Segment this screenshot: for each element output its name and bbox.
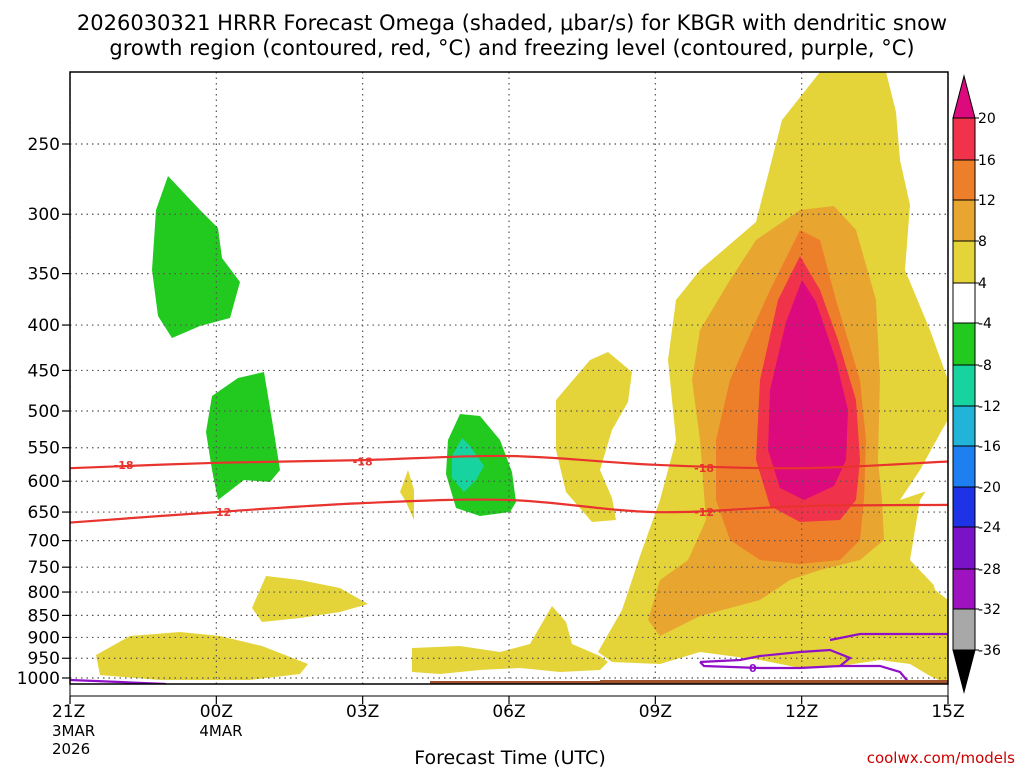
omega-sink-upper (152, 176, 240, 338)
y-tick-label: 500 (28, 402, 60, 422)
omega-clear-hole (900, 420, 948, 500)
colorbar-label: -12 (978, 399, 1001, 415)
colorbar-label: -20 (978, 480, 1001, 496)
freezing-level-upper (829, 632, 948, 642)
colorbar-segment (952, 526, 976, 570)
chart-title-line1: 2026030321 HRRR Forecast Omega (shaded, … (77, 11, 947, 35)
y-axis: 2503003504004505005506006507007508008509… (17, 135, 70, 689)
colorbar-segment (952, 159, 976, 201)
colorbar-label: 16 (978, 153, 996, 169)
chart-title-line2: growth region (contoured, red, °C) and f… (109, 36, 914, 60)
colorbar-segment (952, 322, 976, 366)
x-tick-label: 03Z (346, 702, 379, 722)
colorbar: 20 16 12 8 4 -4 -8 -12 -16 -20 -24 -28 -32 -36 (952, 74, 1001, 694)
colorbar-segment (952, 608, 976, 651)
y-tick-label: 450 (28, 361, 60, 381)
colorbar-label: -4 (978, 316, 992, 332)
omega-shade-4-8-mid (252, 576, 368, 622)
colorbar-label: -8 (978, 358, 992, 374)
freezing-level-lower-loop (699, 661, 841, 670)
colorbar-segment (952, 282, 976, 324)
x-tick-sublabel-date: 4MAR (199, 722, 242, 740)
omega-shade-4-8-low2 (412, 606, 608, 674)
y-tick-label: 750 (28, 558, 60, 578)
omega-shade-4-8-06z (556, 352, 632, 522)
contour-label: -12 (694, 506, 714, 519)
contour-label: -18 (114, 459, 134, 472)
x-tick-label: 12Z (785, 702, 818, 722)
y-tick-label: 300 (28, 205, 60, 225)
terrain-frame (69, 683, 949, 697)
colorbar-segment (952, 199, 976, 242)
dgz-minus12-contour (70, 498, 948, 524)
dgz-minus18-contour (70, 454, 948, 470)
y-tick-label: 700 (28, 532, 60, 552)
x-tick-label: 15Z (931, 702, 964, 722)
y-tick-label: 250 (28, 135, 60, 155)
colorbar-segment (952, 240, 976, 284)
contour-label: 0 (749, 662, 757, 675)
y-tick-label: 800 (28, 583, 60, 603)
colorbar-label: -24 (978, 520, 1001, 536)
y-tick-label: 900 (28, 628, 60, 648)
colorbar-segment (952, 486, 976, 528)
colorbar-label: -16 (978, 439, 1001, 455)
omega-shade-4-8-sliver (400, 470, 414, 520)
y-tick-label: 400 (28, 316, 60, 336)
colorbar-bottom-triangle (952, 649, 976, 694)
x-tick-sublabel-year: 2026 (52, 740, 90, 758)
terrain-ground (70, 680, 948, 684)
colorbar-label: 4 (978, 276, 987, 292)
y-tick-label: 650 (28, 503, 60, 523)
x-axis-label: Forecast Time (UTC) (414, 747, 605, 768)
colorbar-label: -36 (978, 643, 1001, 659)
x-tick-label: 09Z (639, 702, 672, 722)
y-tick-label: 350 (28, 265, 60, 285)
omega-shade-gt20 (768, 280, 848, 500)
omega-clear-hole-2 (930, 560, 948, 600)
omega-shade-4-8-low (96, 632, 308, 680)
credit-text: coolwx.com/models (867, 749, 1015, 767)
colorbar-segment (952, 364, 976, 407)
colorbar-segment (952, 117, 976, 161)
x-tick-label: 21Z (52, 702, 85, 722)
colorbar-label: 20 (978, 111, 996, 127)
colorbar-segment (952, 405, 976, 447)
omega-shade-neg8-neg12 (452, 438, 484, 492)
gridlines (70, 72, 948, 684)
omega-sink-mid (206, 372, 280, 500)
plot-area: -18 -18 -18 -12 -12 0 (70, 72, 948, 684)
freezing-level-left (70, 678, 167, 684)
colorbar-label: 8 (978, 234, 987, 250)
y-tick-label: 600 (28, 472, 60, 492)
freezing-level-lower (699, 648, 911, 684)
x-tick-sublabel-date: 3MAR (52, 722, 95, 740)
y-tick-label: 950 (28, 649, 60, 669)
y-tick-label: 550 (28, 439, 60, 459)
y-tick-label: 850 (28, 606, 60, 626)
contour-label: -18 (353, 455, 373, 468)
y-tick-label: 1000 (17, 669, 60, 689)
colorbar-segment (952, 445, 976, 488)
colorbar-label: 12 (978, 193, 996, 209)
contour-labels: -18 -18 -18 -12 -12 0 (114, 455, 757, 675)
colorbar-top-triangle (952, 74, 976, 119)
contour-label: -18 (694, 462, 714, 475)
colorbar-label: -32 (978, 602, 1001, 618)
contour-label: -12 (211, 506, 231, 519)
colorbar-segment (952, 568, 976, 610)
colorbar-label: -28 (978, 562, 1001, 578)
x-tick-label: 00Z (200, 702, 233, 722)
x-tick-label: 06Z (492, 702, 525, 722)
